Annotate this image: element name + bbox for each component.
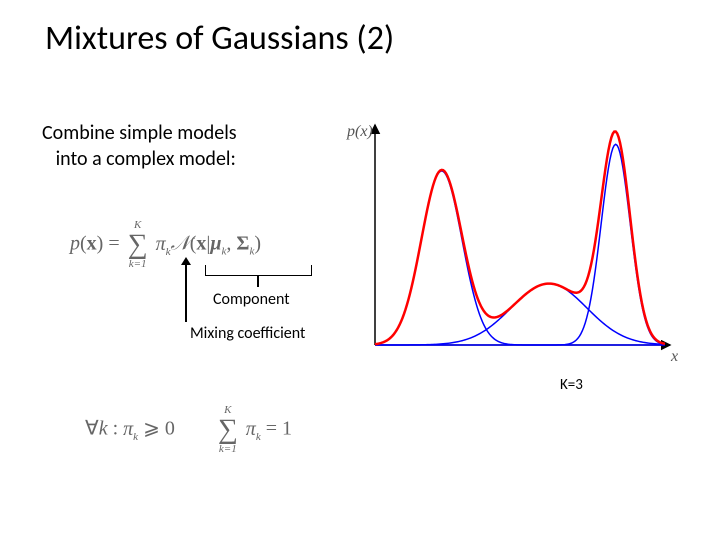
component-bracket-stem: [257, 275, 259, 287]
slide: Mixtures of Gaussians (2) Combine simple…: [0, 0, 720, 540]
page-title: Mixtures of Gaussians (2): [45, 18, 394, 59]
constraint-formula: ∀k : πk ⩾ 0 K ∑ k=1 πk = 1: [85, 405, 292, 455]
component-label: Component: [213, 290, 290, 309]
subtitle: Combine simple models into a complex mod…: [42, 120, 237, 172]
k-label: K=3: [560, 376, 583, 394]
mixture-chart: p(x) x: [345, 120, 685, 365]
subtitle-line2: into a complex model:: [56, 147, 236, 171]
mixture-formula: p(x) = K ∑ k=1 πk𝒩(x|μk, Σk): [70, 220, 261, 270]
subtitle-line1: Combine simple models: [42, 121, 237, 145]
component-bracket: [205, 265, 312, 276]
mixing-label: Mixing coefficient: [190, 324, 305, 343]
mixing-arrow: [185, 260, 187, 322]
svg-text:x: x: [670, 348, 678, 365]
svg-text:p(x): p(x): [346, 123, 373, 140]
